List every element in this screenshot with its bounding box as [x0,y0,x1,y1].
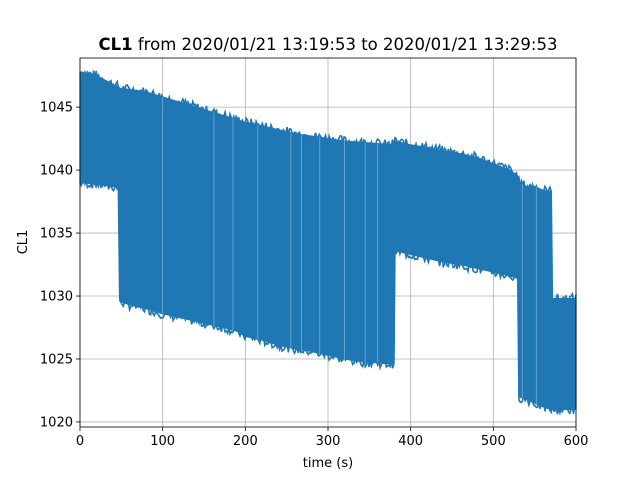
x-tick-label: 500 [481,434,506,449]
y-axis-label: CL1 [16,230,31,255]
y-tick-label: 1030 [40,290,73,305]
axis-ticks: 0 100 200 300 400 500 600 1020 1025 1030 1035 1040 1… [40,101,589,449]
y-tick-label: 1045 [40,101,73,116]
series-upper-edge [79,69,577,306]
x-tick-label: 300 [316,434,341,449]
chart-title: CL1 from 2020/01/21 13:19:53 to 2020/01/… [99,35,558,54]
x-tick-label: 0 [76,434,84,449]
y-tick-label: 1040 [40,164,73,179]
series-lower-edge [79,176,577,416]
chart-title-bold: CL1 [99,35,133,54]
x-tick-label: 200 [233,434,258,449]
y-tick-label: 1020 [40,415,73,430]
x-tick-label: 100 [150,434,175,449]
chart-title-rest: from 2020/01/21 13:19:53 to 2020/01/21 1… [133,35,558,54]
data-series [79,69,577,416]
y-tick-label: 1035 [40,227,73,242]
x-axis-label: time (s) [303,456,353,471]
y-tick-label: 1025 [40,352,73,367]
x-tick-label: 400 [398,434,423,449]
x-tick-label: 600 [564,434,589,449]
